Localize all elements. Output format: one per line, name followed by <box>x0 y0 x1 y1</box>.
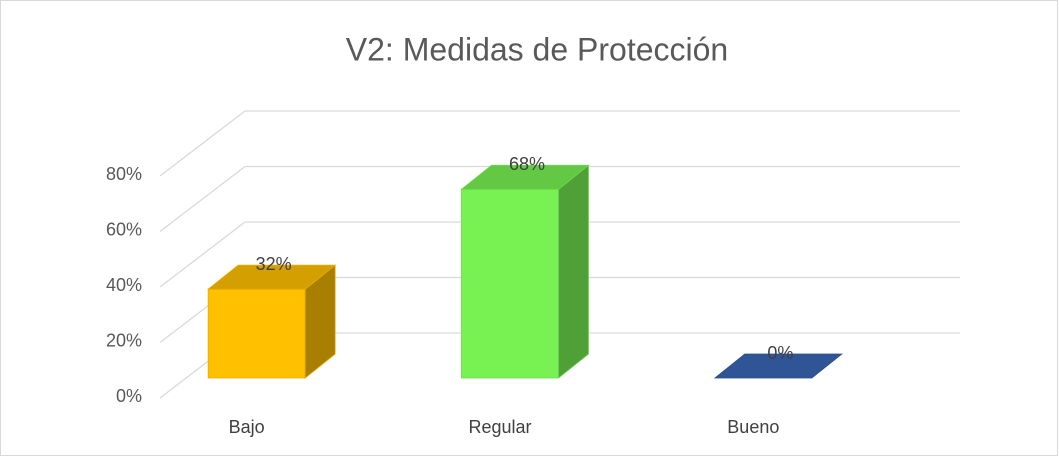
x-tick-label: Regular <box>468 417 531 437</box>
bar-side <box>558 164 589 379</box>
chart-title: V2: Medidas de Protección <box>346 31 728 67</box>
bar-front <box>207 288 306 379</box>
bar-top <box>460 164 590 190</box>
grid-line <box>159 221 960 288</box>
bar-top <box>207 264 337 290</box>
bar <box>207 264 337 379</box>
value-label: 32% <box>256 254 292 274</box>
y-tick-label: 20% <box>106 330 142 350</box>
y-tick-label: 0% <box>116 386 142 406</box>
bar-top <box>713 353 843 379</box>
grid-line <box>159 165 960 233</box>
value-label: 0% <box>767 343 793 363</box>
bar <box>460 164 590 379</box>
x-tick-label: Bajo <box>229 417 265 437</box>
grid-line <box>159 110 960 177</box>
y-tick-label: 60% <box>106 219 142 239</box>
y-tick-label: 40% <box>106 275 142 295</box>
value-label: 68% <box>509 154 545 174</box>
y-tick-label: 80% <box>106 164 142 184</box>
x-tick-label: Bueno <box>727 417 779 437</box>
bar-front <box>461 188 559 379</box>
bar <box>713 353 843 379</box>
